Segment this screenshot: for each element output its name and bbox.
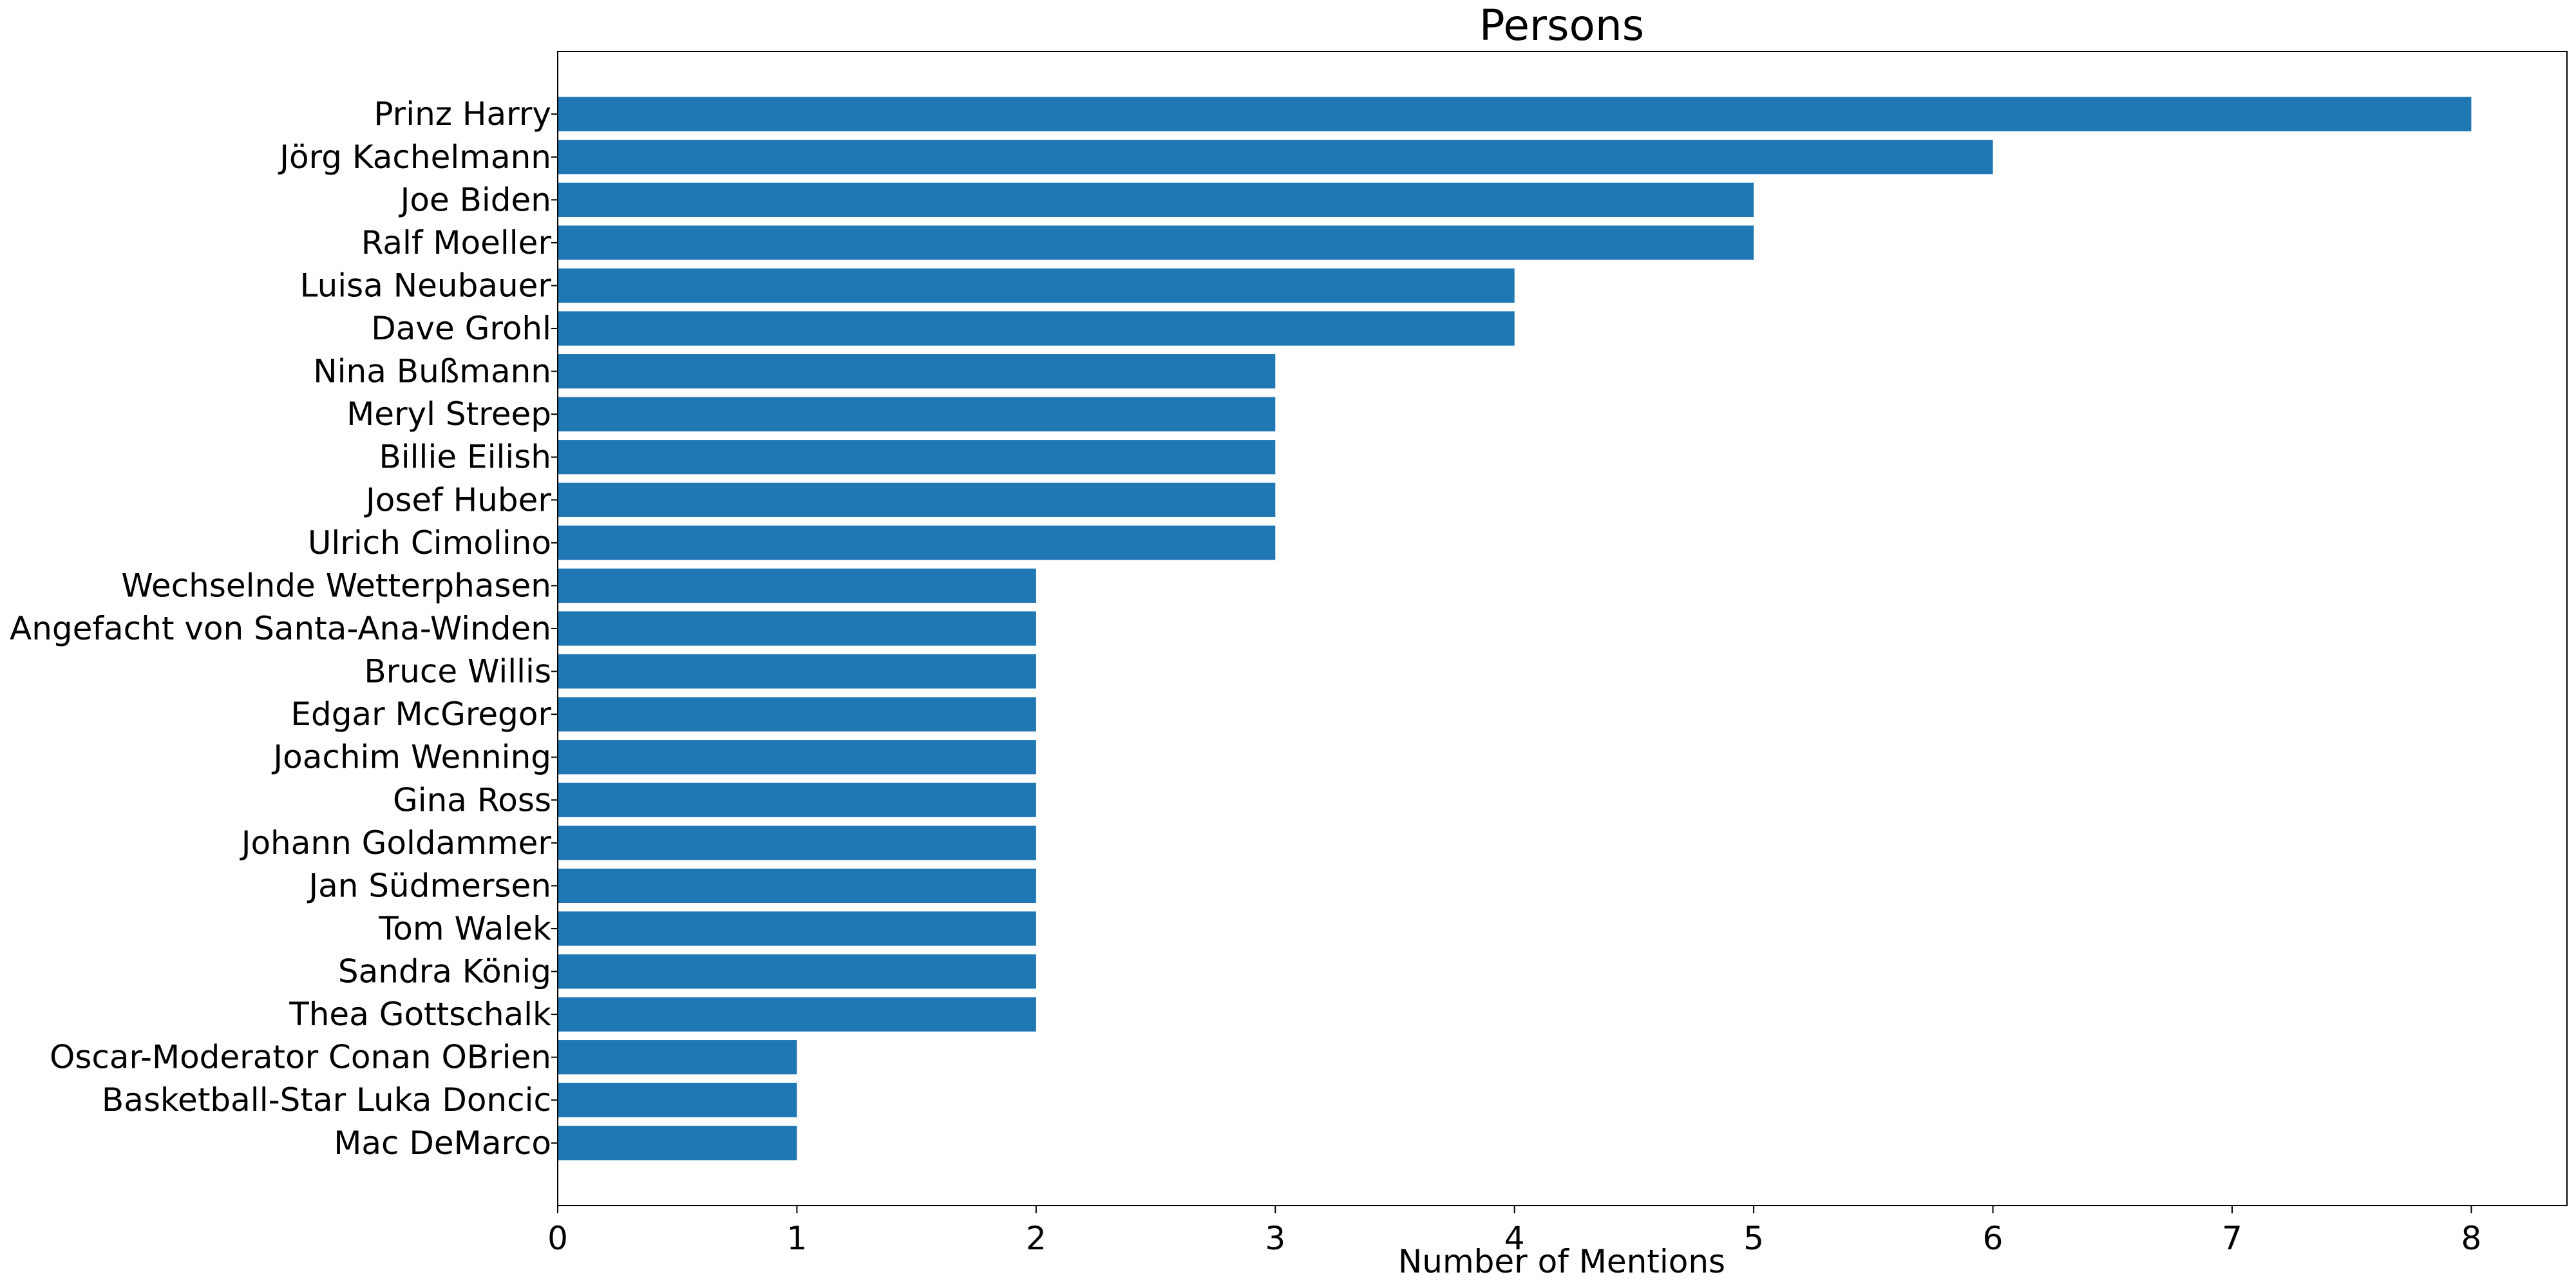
- chart-title: Persons: [1479, 1, 1644, 50]
- y-tick-label: Oscar-Moderator Conan OBrien: [50, 1039, 551, 1076]
- bar: [558, 868, 1036, 904]
- y-tick-label: Ulrich Cimolino: [308, 524, 551, 562]
- bar: [558, 611, 1036, 646]
- y-tick-label: Ralf Moeller: [361, 224, 552, 261]
- y-tick-label: Dave Grohl: [371, 310, 551, 347]
- y-tick-label: Tom Walek: [378, 910, 551, 947]
- x-tick-label: 7: [2222, 1220, 2242, 1257]
- bar: [558, 225, 1754, 260]
- y-tick-label: Joachim Wenning: [271, 739, 551, 776]
- x-tick-label: 3: [1265, 1220, 1285, 1257]
- y-tick-label: Josef Huber: [364, 481, 551, 518]
- bar: [558, 997, 1036, 1032]
- x-tick-label: 8: [2461, 1220, 2482, 1257]
- bar: [558, 1040, 797, 1075]
- bar: [558, 97, 2472, 131]
- x-tick-label: 6: [1983, 1220, 2003, 1257]
- bar: [558, 1083, 797, 1117]
- y-tick-label: Sandra König: [338, 953, 551, 990]
- x-tick-label: 4: [1504, 1220, 1525, 1257]
- bar: [558, 568, 1036, 603]
- y-tick-label: Wechselnde Wetterphasen: [121, 567, 551, 604]
- y-tick-label: Luisa Neubauer: [300, 267, 552, 304]
- x-axis-label: Number of Mentions: [1398, 1243, 1725, 1280]
- x-tick-label: 0: [547, 1220, 568, 1257]
- bar: [558, 782, 1036, 817]
- bar: [558, 482, 1276, 517]
- y-tick-label: Mac DeMarco: [334, 1124, 551, 1162]
- bar: [558, 740, 1036, 775]
- bar: [558, 1126, 797, 1160]
- bar: [558, 654, 1036, 689]
- y-tick-label: Meryl Streep: [346, 395, 551, 433]
- y-tick-label: Johann Goldammer: [240, 824, 552, 862]
- y-tick-label: Edgar McGregor: [290, 696, 551, 733]
- bar: [558, 311, 1515, 346]
- bar: [558, 354, 1276, 389]
- x-tick-label: 5: [1743, 1220, 1764, 1257]
- y-tick-label: Basketball-Star Luka Doncic: [102, 1081, 551, 1119]
- x-axis-ticks: 0 1 2 3 4 5 6 7 8: [547, 1206, 2481, 1257]
- y-tick-label: Jörg Kachelmann: [278, 138, 551, 176]
- bar: [558, 697, 1036, 732]
- plot-frame: [557, 51, 2568, 1206]
- y-tick-label: Angefacht von Santa-Ana-Winden: [10, 610, 551, 647]
- x-tick-label: 1: [787, 1220, 808, 1257]
- bar: [558, 397, 1276, 431]
- bar: [558, 140, 1993, 175]
- y-tick-label: Joe Biden: [399, 181, 551, 218]
- y-axis-ticks: Prinz Harry Jörg Kachelmann Joe Biden Ralf …: [10, 95, 558, 1162]
- y-tick-label: Jan Südmersen: [307, 867, 551, 904]
- bar: [558, 954, 1036, 989]
- bar: [558, 440, 1276, 475]
- bars-layer: [558, 97, 2472, 1160]
- bar: [558, 268, 1515, 303]
- x-tick-label: 2: [1026, 1220, 1046, 1257]
- bar: [558, 182, 1754, 217]
- y-tick-label: Nina Bußmann: [313, 353, 551, 390]
- y-tick-label: Billie Eilish: [379, 439, 551, 476]
- bar: [558, 911, 1036, 946]
- y-tick-label: Thea Gottschalk: [289, 996, 551, 1033]
- bar: [558, 526, 1276, 560]
- y-tick-label: Gina Ross: [393, 781, 551, 819]
- bar: [558, 826, 1036, 860]
- y-tick-label: Bruce Willis: [364, 653, 551, 690]
- y-tick-label: Prinz Harry: [374, 95, 551, 133]
